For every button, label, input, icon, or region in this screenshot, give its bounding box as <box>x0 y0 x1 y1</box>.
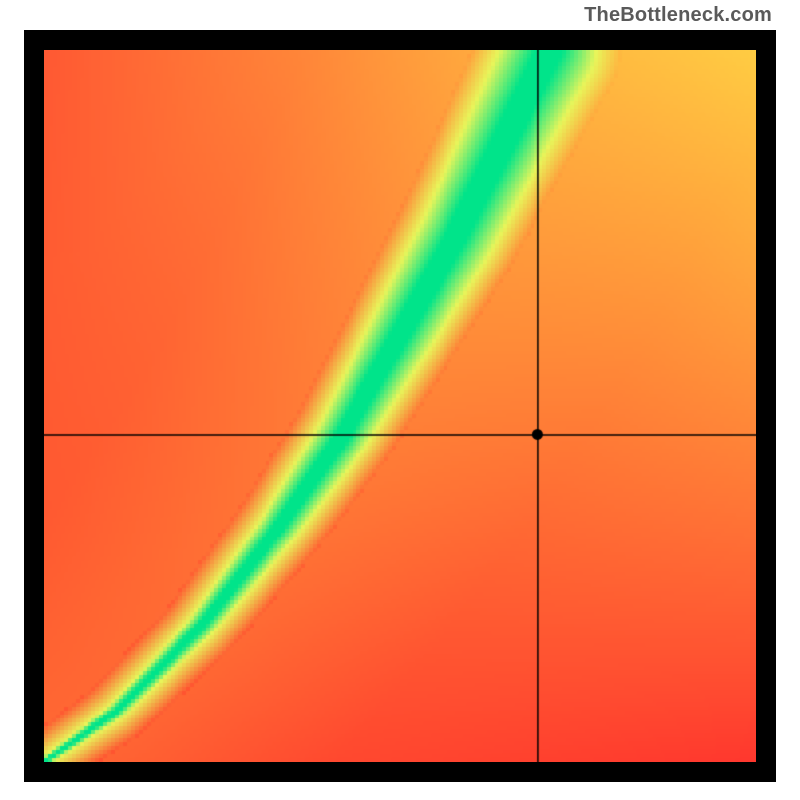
plot-frame <box>24 30 776 782</box>
figure-container: TheBottleneck.com <box>0 0 800 800</box>
attribution-text: TheBottleneck.com <box>584 4 772 27</box>
plot-inner <box>44 50 756 762</box>
heatmap-canvas <box>44 50 756 762</box>
